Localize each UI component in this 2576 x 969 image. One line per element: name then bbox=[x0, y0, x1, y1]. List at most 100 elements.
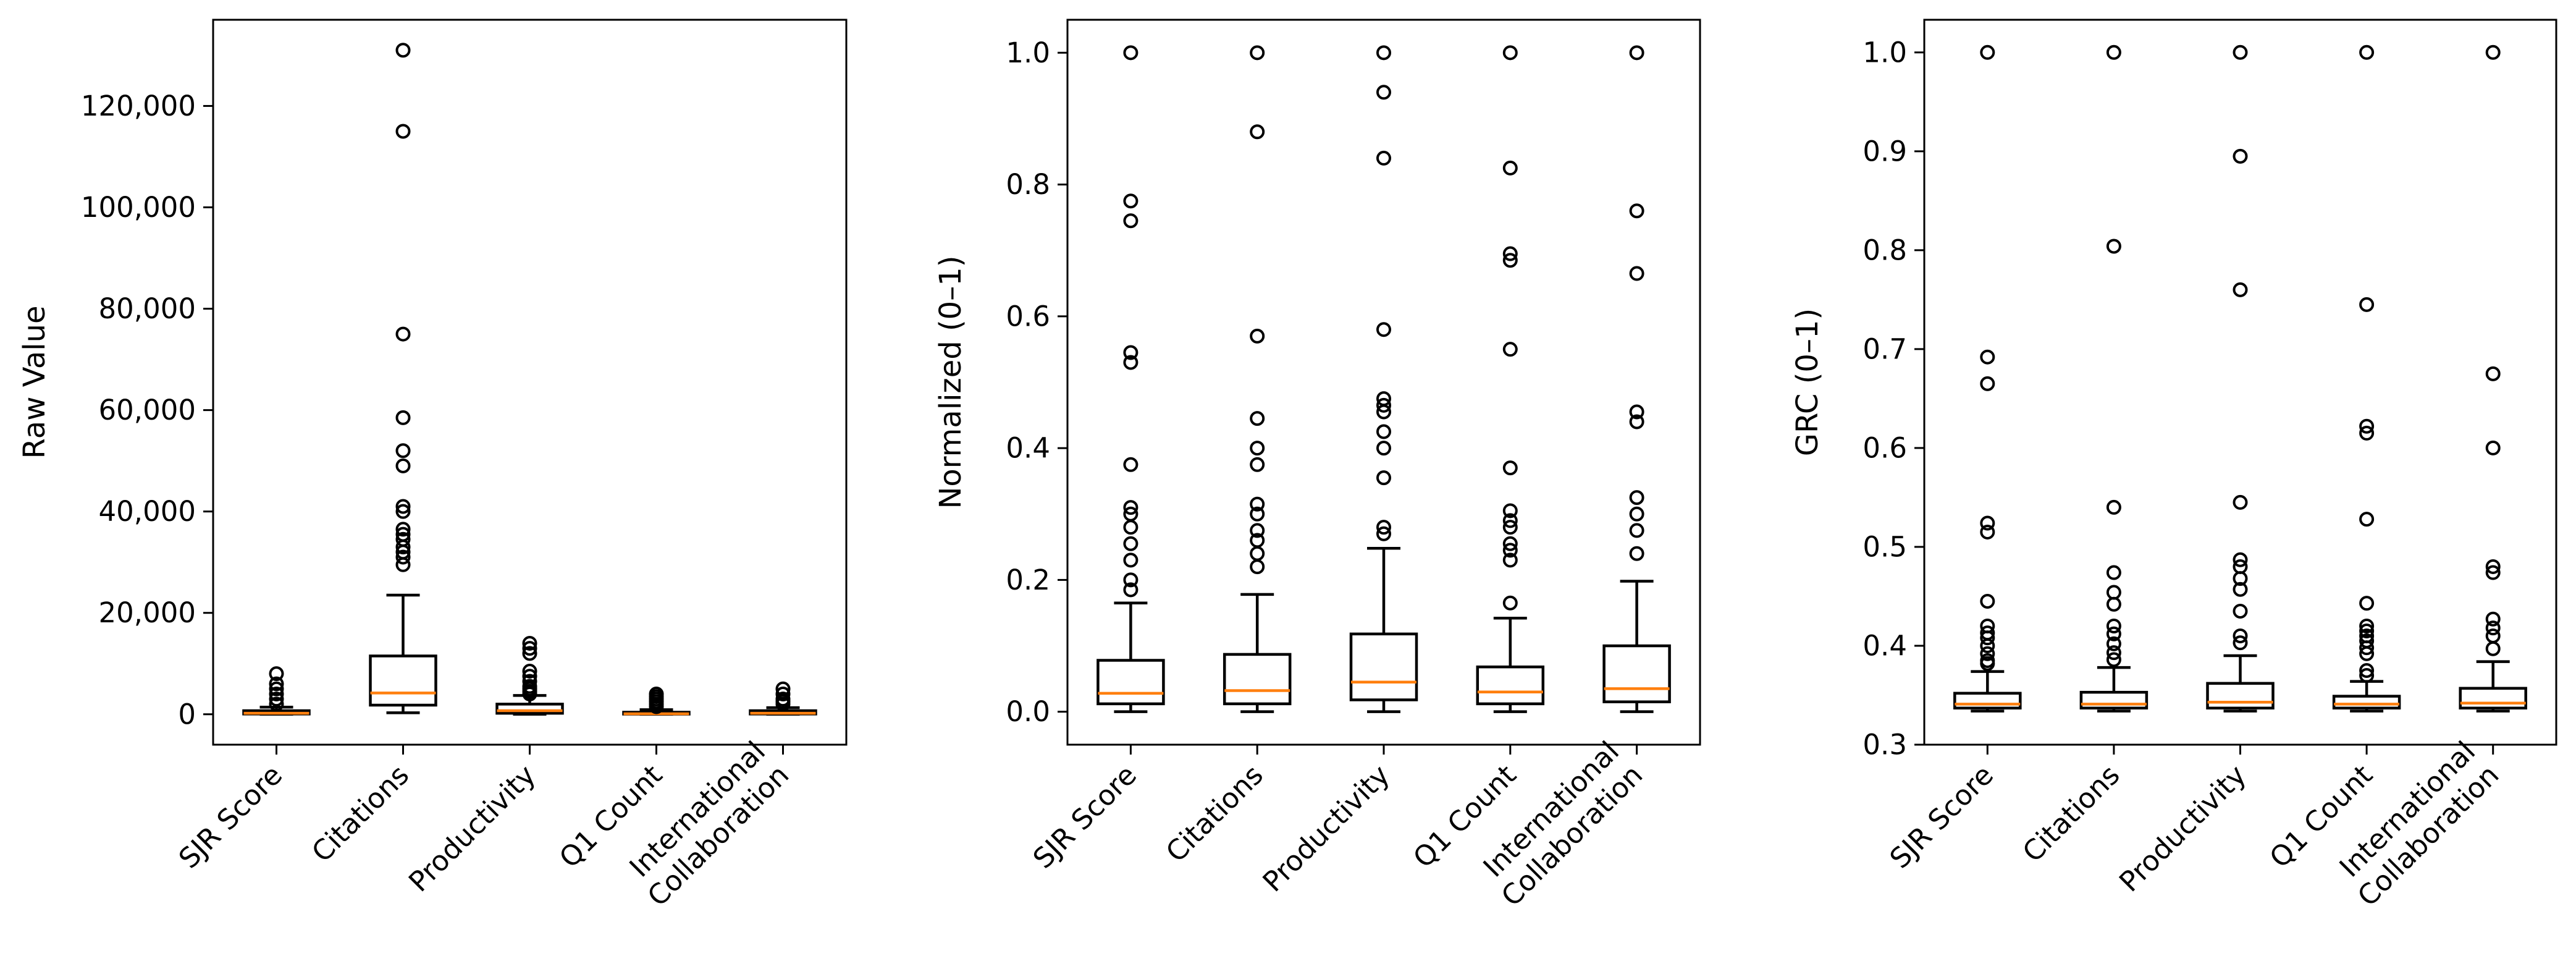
outlier-point bbox=[1250, 533, 1265, 548]
outlier-point bbox=[2233, 44, 2248, 60]
outlier-point bbox=[269, 692, 284, 707]
outlier-point bbox=[2233, 582, 2248, 597]
outlier-point bbox=[395, 522, 411, 537]
outlier-point bbox=[1502, 543, 1518, 558]
outlier-point bbox=[775, 692, 791, 707]
outlier-point bbox=[395, 326, 411, 342]
x-tick-label-line: Citations bbox=[2016, 758, 2126, 868]
outlier-point bbox=[2233, 148, 2248, 164]
outlier-point bbox=[1250, 328, 1265, 344]
plot-frame bbox=[1066, 19, 1701, 746]
x-tick-label-line: SJR Score bbox=[1884, 758, 2000, 874]
outlier-point bbox=[522, 669, 537, 684]
outlier-point bbox=[522, 674, 537, 689]
box-5 bbox=[749, 681, 817, 716]
outlier-point bbox=[1123, 572, 1139, 588]
outlier-point bbox=[2485, 366, 2501, 381]
outlier-point bbox=[2359, 418, 2375, 434]
outlier-point bbox=[1376, 520, 1391, 535]
box-5 bbox=[2459, 44, 2527, 713]
box-2 bbox=[2079, 44, 2149, 713]
outlier-point bbox=[269, 681, 284, 696]
outlier-point bbox=[1250, 411, 1265, 426]
outlier-point bbox=[1502, 520, 1518, 535]
y-axis-label: GRC (0–1) bbox=[1790, 308, 1825, 456]
outlier-point bbox=[1980, 349, 1995, 365]
outlier-point bbox=[1250, 523, 1265, 538]
outlier-point bbox=[395, 43, 411, 58]
outlier-point bbox=[2233, 635, 2248, 651]
y-tick-label: 0.5 bbox=[1863, 530, 1907, 563]
outlier-point bbox=[1502, 246, 1518, 261]
outlier-point bbox=[2359, 297, 2375, 312]
outlier-point bbox=[395, 410, 411, 425]
outlier-point bbox=[1250, 441, 1265, 456]
outlier-point bbox=[2359, 512, 2375, 527]
x-tick-label: Productivity bbox=[2113, 758, 2252, 898]
outlier-point bbox=[2359, 623, 2375, 638]
x-tick-label-line: Productivity bbox=[2113, 758, 2252, 898]
y-tick-label: 0.0 bbox=[1006, 695, 1050, 728]
outlier-point bbox=[2485, 440, 2501, 455]
box-2 bbox=[1223, 45, 1292, 713]
outlier-point bbox=[2233, 603, 2248, 619]
outlier-point bbox=[2359, 667, 2375, 683]
outlier-point bbox=[1123, 213, 1139, 229]
y-tick-label: 0.8 bbox=[1863, 234, 1907, 266]
x-tick-label-line: Citations bbox=[305, 758, 415, 868]
x-tick-label-line: SJR Score bbox=[172, 758, 288, 874]
x-tick-label: Citations bbox=[2016, 758, 2126, 868]
box-3 bbox=[495, 635, 564, 716]
outlier-point bbox=[1502, 552, 1518, 568]
outlier-point bbox=[395, 504, 411, 519]
x-tick-label-line: Productivity bbox=[402, 758, 542, 898]
outlier-point bbox=[2485, 641, 2501, 656]
y-tick-label: 0.6 bbox=[1006, 300, 1050, 332]
outlier-point bbox=[1980, 653, 1995, 668]
outlier-point bbox=[1123, 193, 1139, 209]
outlier-point bbox=[1980, 646, 1995, 661]
y-tick-label: 0 bbox=[178, 698, 196, 730]
y-tick-label: 0.4 bbox=[1863, 629, 1907, 662]
y-axis-label: Normalized (0–1) bbox=[933, 256, 968, 509]
outlier-point bbox=[395, 531, 411, 547]
outlier-point bbox=[1123, 552, 1139, 568]
outlier-point bbox=[775, 686, 791, 701]
outlier-point bbox=[1123, 345, 1139, 360]
outlier-point bbox=[775, 681, 791, 696]
outlier-point bbox=[395, 443, 411, 459]
x-tick-label: SJR Score bbox=[172, 758, 288, 874]
outlier-point bbox=[1629, 546, 1644, 561]
box-iqr bbox=[1602, 644, 1671, 703]
outlier-point bbox=[1980, 44, 1995, 60]
outlier-point bbox=[1123, 506, 1139, 522]
box-5 bbox=[1602, 45, 1671, 713]
outlier-point bbox=[2485, 628, 2501, 643]
box-1 bbox=[1096, 45, 1165, 713]
chart-panel-1: 0 20,000 40,000 60,000 80,000 100,000 120,000 R… bbox=[17, 19, 848, 913]
outlier-point bbox=[1629, 506, 1644, 522]
outlier-point bbox=[2233, 552, 2248, 567]
outlier-point bbox=[1123, 582, 1139, 598]
outlier-point bbox=[1250, 546, 1265, 561]
y-tick-label: 20,000 bbox=[99, 596, 196, 629]
outlier-point bbox=[1629, 414, 1644, 429]
outlier-point bbox=[2485, 611, 2501, 627]
y-tick-label: 0.9 bbox=[1863, 135, 1907, 167]
outlier-point bbox=[1980, 618, 1995, 633]
y-tick-label: 40,000 bbox=[99, 495, 196, 528]
box-4 bbox=[2332, 44, 2401, 713]
outlier-point bbox=[1629, 203, 1644, 219]
outlier-point bbox=[1980, 376, 1995, 391]
outlier-point bbox=[395, 124, 411, 139]
box-3 bbox=[1349, 45, 1418, 713]
outlier-point bbox=[395, 499, 411, 514]
outlier-point bbox=[2106, 499, 2121, 515]
x-tick-label-line: SJR Score bbox=[1027, 758, 1143, 874]
outlier-point bbox=[1502, 45, 1518, 61]
outlier-point bbox=[2106, 565, 2121, 580]
outlier-point bbox=[2359, 628, 2375, 643]
box-4 bbox=[1476, 45, 1545, 713]
outlier-point bbox=[649, 686, 664, 701]
outlier-point bbox=[1123, 457, 1139, 472]
